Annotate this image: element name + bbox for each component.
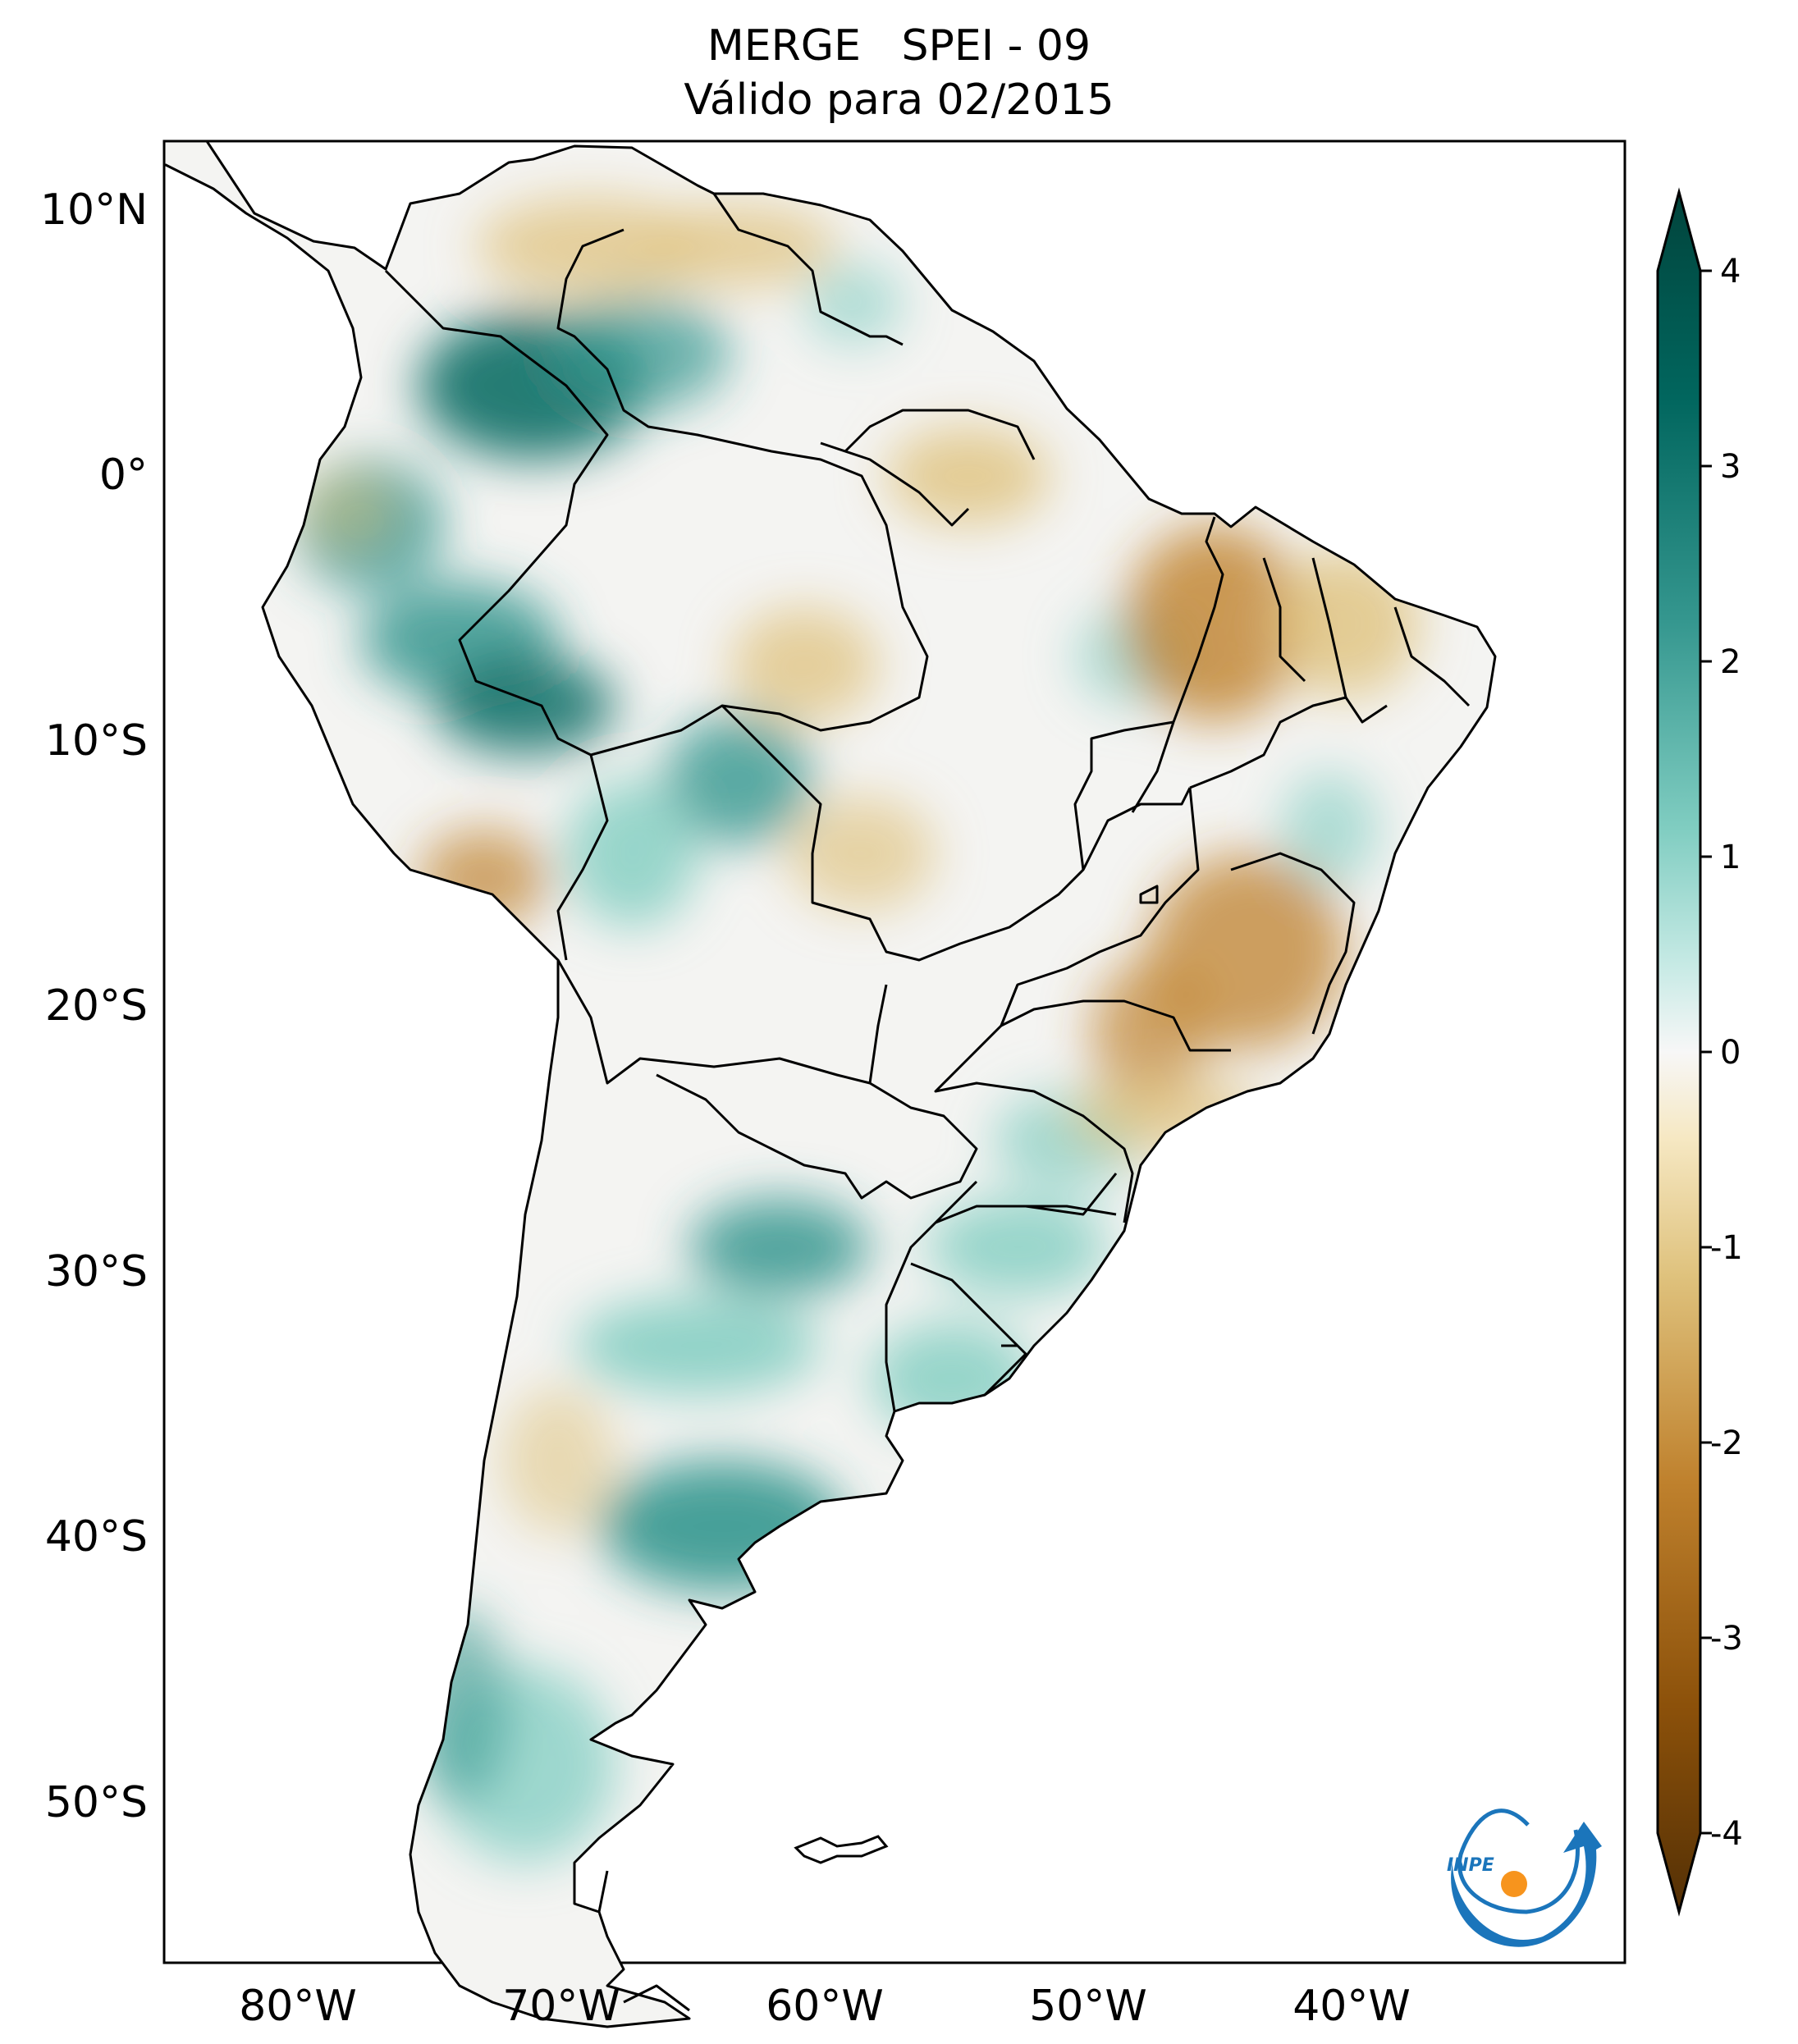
map-subtitle: Válido para 02/2015 — [684, 75, 1114, 125]
colorbar-tick: -1 — [1710, 1229, 1743, 1267]
lat-label-10n: 10°N — [40, 185, 148, 235]
map-title: MERGE SPEI - 09 — [707, 21, 1091, 71]
colorbar: 4 3 2 1 0 -1 -2 -3 -4 — [1656, 187, 1743, 1917]
border-lines — [162, 139, 1497, 2028]
colorbar-tick: 4 — [1720, 253, 1741, 290]
colorbar-tick: 1 — [1720, 839, 1741, 876]
colorbar-tick: 3 — [1720, 448, 1741, 486]
lon-label-50w: 50°W — [1029, 1982, 1147, 2031]
latitude-labels: 10°N 0° 10°S 20°S 30°S 40°S 50°S — [40, 185, 148, 1827]
lat-label-30s: 30°S — [45, 1247, 148, 1296]
lat-label-0: 0° — [99, 450, 148, 500]
lon-label-80w: 80°W — [239, 1982, 357, 2031]
colorbar-tick: -2 — [1710, 1424, 1743, 1462]
falkland-islands — [794, 1835, 889, 1864]
lon-label-60w: 60°W — [766, 1982, 884, 2031]
lat-label-40s: 40°S — [45, 1512, 148, 1562]
lat-label-20s: 20°S — [45, 981, 148, 1031]
lon-label-40w: 40°W — [1292, 1982, 1411, 2031]
colorbar-tick: 2 — [1720, 643, 1741, 681]
lat-label-50s: 50°S — [45, 1778, 148, 1827]
inpe-logo-icon: INPE — [1447, 1809, 1602, 1947]
longitude-labels: 80°W 70°W 60°W 50°W 40°W — [239, 1982, 1411, 2031]
inpe-logo-text: INPE — [1447, 1855, 1494, 1876]
colorbar-tick: -4 — [1710, 1815, 1743, 1853]
lat-label-10s: 10°S — [45, 716, 148, 766]
colorbar-tick: -3 — [1710, 1620, 1743, 1658]
colorbar-tick: 0 — [1720, 1034, 1741, 1072]
lon-label-70w: 70°W — [502, 1982, 620, 2031]
